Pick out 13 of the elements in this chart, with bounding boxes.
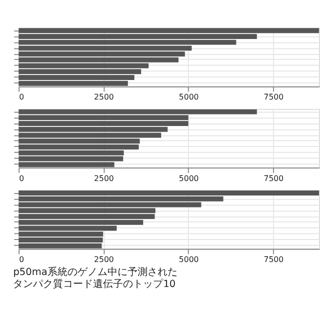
x-tick-label: 2500 [94, 92, 114, 102]
text: p50ma系統のゲノム中に予測されたタンパク質コード遺伝子のトップ10 [13, 266, 178, 290]
x-tick-label: 2500 [94, 174, 114, 183]
x-tick-label: 5000 [178, 254, 199, 264]
x-tick-label: 5000 [178, 174, 199, 183]
x-tick-label: 2500 [94, 254, 114, 264]
x-tick-label: 7500 [264, 92, 284, 102]
x-tick-label: 7500 [264, 174, 284, 183]
x-tick-label: 0 [19, 254, 24, 264]
x-tick-label: 0 [19, 92, 24, 102]
x-tick-label: 7500 [264, 254, 284, 264]
x-tick-label: 5000 [178, 92, 199, 102]
x-tick-label: 0 [19, 174, 24, 183]
